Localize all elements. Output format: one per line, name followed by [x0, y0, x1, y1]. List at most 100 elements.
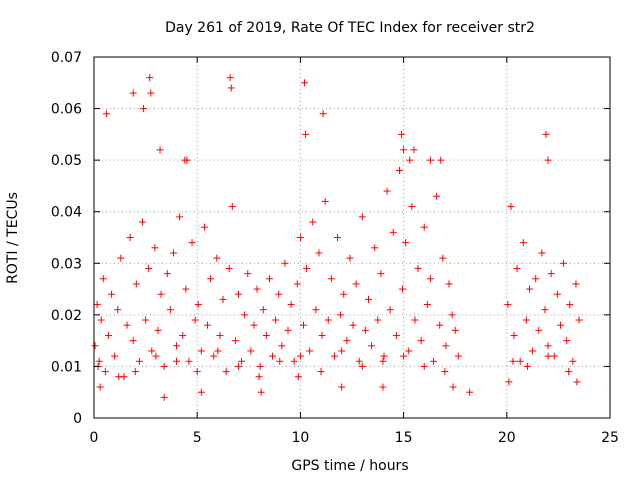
y-axis-title: ROTI / TECUs	[5, 192, 21, 284]
data-point	[565, 368, 573, 376]
data-point	[188, 239, 196, 247]
data-point	[507, 203, 515, 211]
data-point	[324, 316, 332, 324]
data-point	[569, 357, 577, 365]
data-point	[361, 326, 369, 334]
data-point	[231, 337, 239, 345]
data-point	[191, 316, 199, 324]
data-point	[414, 264, 422, 272]
data-point	[560, 259, 568, 267]
data-point	[228, 203, 236, 211]
data-point	[129, 89, 137, 97]
data-point	[449, 383, 457, 391]
data-point	[272, 316, 280, 324]
data-point	[334, 234, 342, 241]
data-point	[544, 156, 552, 164]
data-point	[193, 368, 201, 376]
data-point	[253, 285, 261, 293]
data-point	[516, 357, 524, 365]
data-point	[573, 378, 581, 386]
data-point	[400, 352, 408, 360]
data-point	[420, 362, 428, 370]
data-point	[358, 213, 366, 221]
data-point	[213, 254, 221, 262]
data-point	[302, 130, 310, 138]
data-point	[395, 166, 403, 174]
data-point	[556, 321, 564, 329]
data-point	[379, 383, 387, 391]
data-point	[185, 357, 193, 365]
data-point	[256, 362, 264, 370]
data-point	[197, 388, 205, 396]
data-point	[377, 270, 385, 278]
data-point	[437, 156, 445, 164]
data-point	[93, 301, 101, 309]
data-point	[207, 275, 215, 283]
x-tick-label: 15	[395, 430, 413, 446]
data-point	[222, 368, 230, 376]
data-point	[337, 311, 345, 319]
data-point	[160, 362, 168, 370]
data-point	[173, 357, 181, 365]
data-point	[142, 316, 150, 324]
data-point	[296, 234, 304, 241]
data-point	[259, 306, 267, 314]
data-point	[553, 290, 561, 298]
x-tick-label: 25	[601, 430, 619, 446]
data-point	[544, 352, 552, 360]
data-point	[216, 331, 224, 339]
data-point	[111, 352, 119, 360]
data-point	[102, 110, 110, 118]
data-point	[529, 347, 537, 355]
data-point	[358, 362, 366, 370]
data-point	[182, 285, 190, 293]
data-point	[510, 331, 518, 339]
data-point	[423, 301, 431, 309]
data-point	[365, 295, 373, 303]
x-tick-label: 5	[193, 430, 202, 446]
data-point	[163, 270, 171, 278]
data-point	[227, 84, 235, 92]
x-tick-label: 0	[90, 430, 99, 446]
data-point	[160, 393, 168, 401]
data-point	[454, 352, 462, 360]
data-point	[306, 347, 314, 355]
data-point	[117, 254, 125, 262]
data-point	[140, 105, 148, 113]
data-point	[262, 331, 270, 339]
data-point	[420, 223, 428, 231]
y-tick-label: 0.07	[51, 50, 82, 66]
data-point	[132, 280, 140, 288]
data-point	[379, 357, 387, 365]
data-point	[504, 301, 512, 309]
data-point	[247, 347, 255, 355]
data-point	[547, 270, 555, 278]
data-point	[330, 352, 338, 360]
data-point	[368, 342, 376, 350]
data-point	[352, 280, 360, 288]
data-point	[257, 388, 265, 396]
data-point	[535, 326, 543, 334]
data-point	[179, 331, 187, 339]
data-point	[380, 352, 388, 360]
data-point	[426, 275, 434, 283]
data-point	[448, 311, 456, 319]
data-point	[544, 342, 552, 350]
data-point	[572, 280, 580, 288]
data-point	[200, 223, 208, 231]
data-point	[346, 254, 354, 262]
data-point	[108, 290, 116, 298]
data-point	[526, 285, 534, 293]
data-point	[406, 156, 414, 164]
data-point	[97, 316, 105, 324]
points-layer	[91, 74, 583, 401]
data-point	[234, 362, 242, 370]
data-point	[287, 301, 295, 309]
data-point	[509, 357, 517, 365]
data-point	[275, 290, 283, 298]
data-point	[327, 275, 335, 283]
data-point	[417, 337, 425, 345]
data-point	[157, 290, 165, 298]
data-point	[226, 74, 234, 82]
